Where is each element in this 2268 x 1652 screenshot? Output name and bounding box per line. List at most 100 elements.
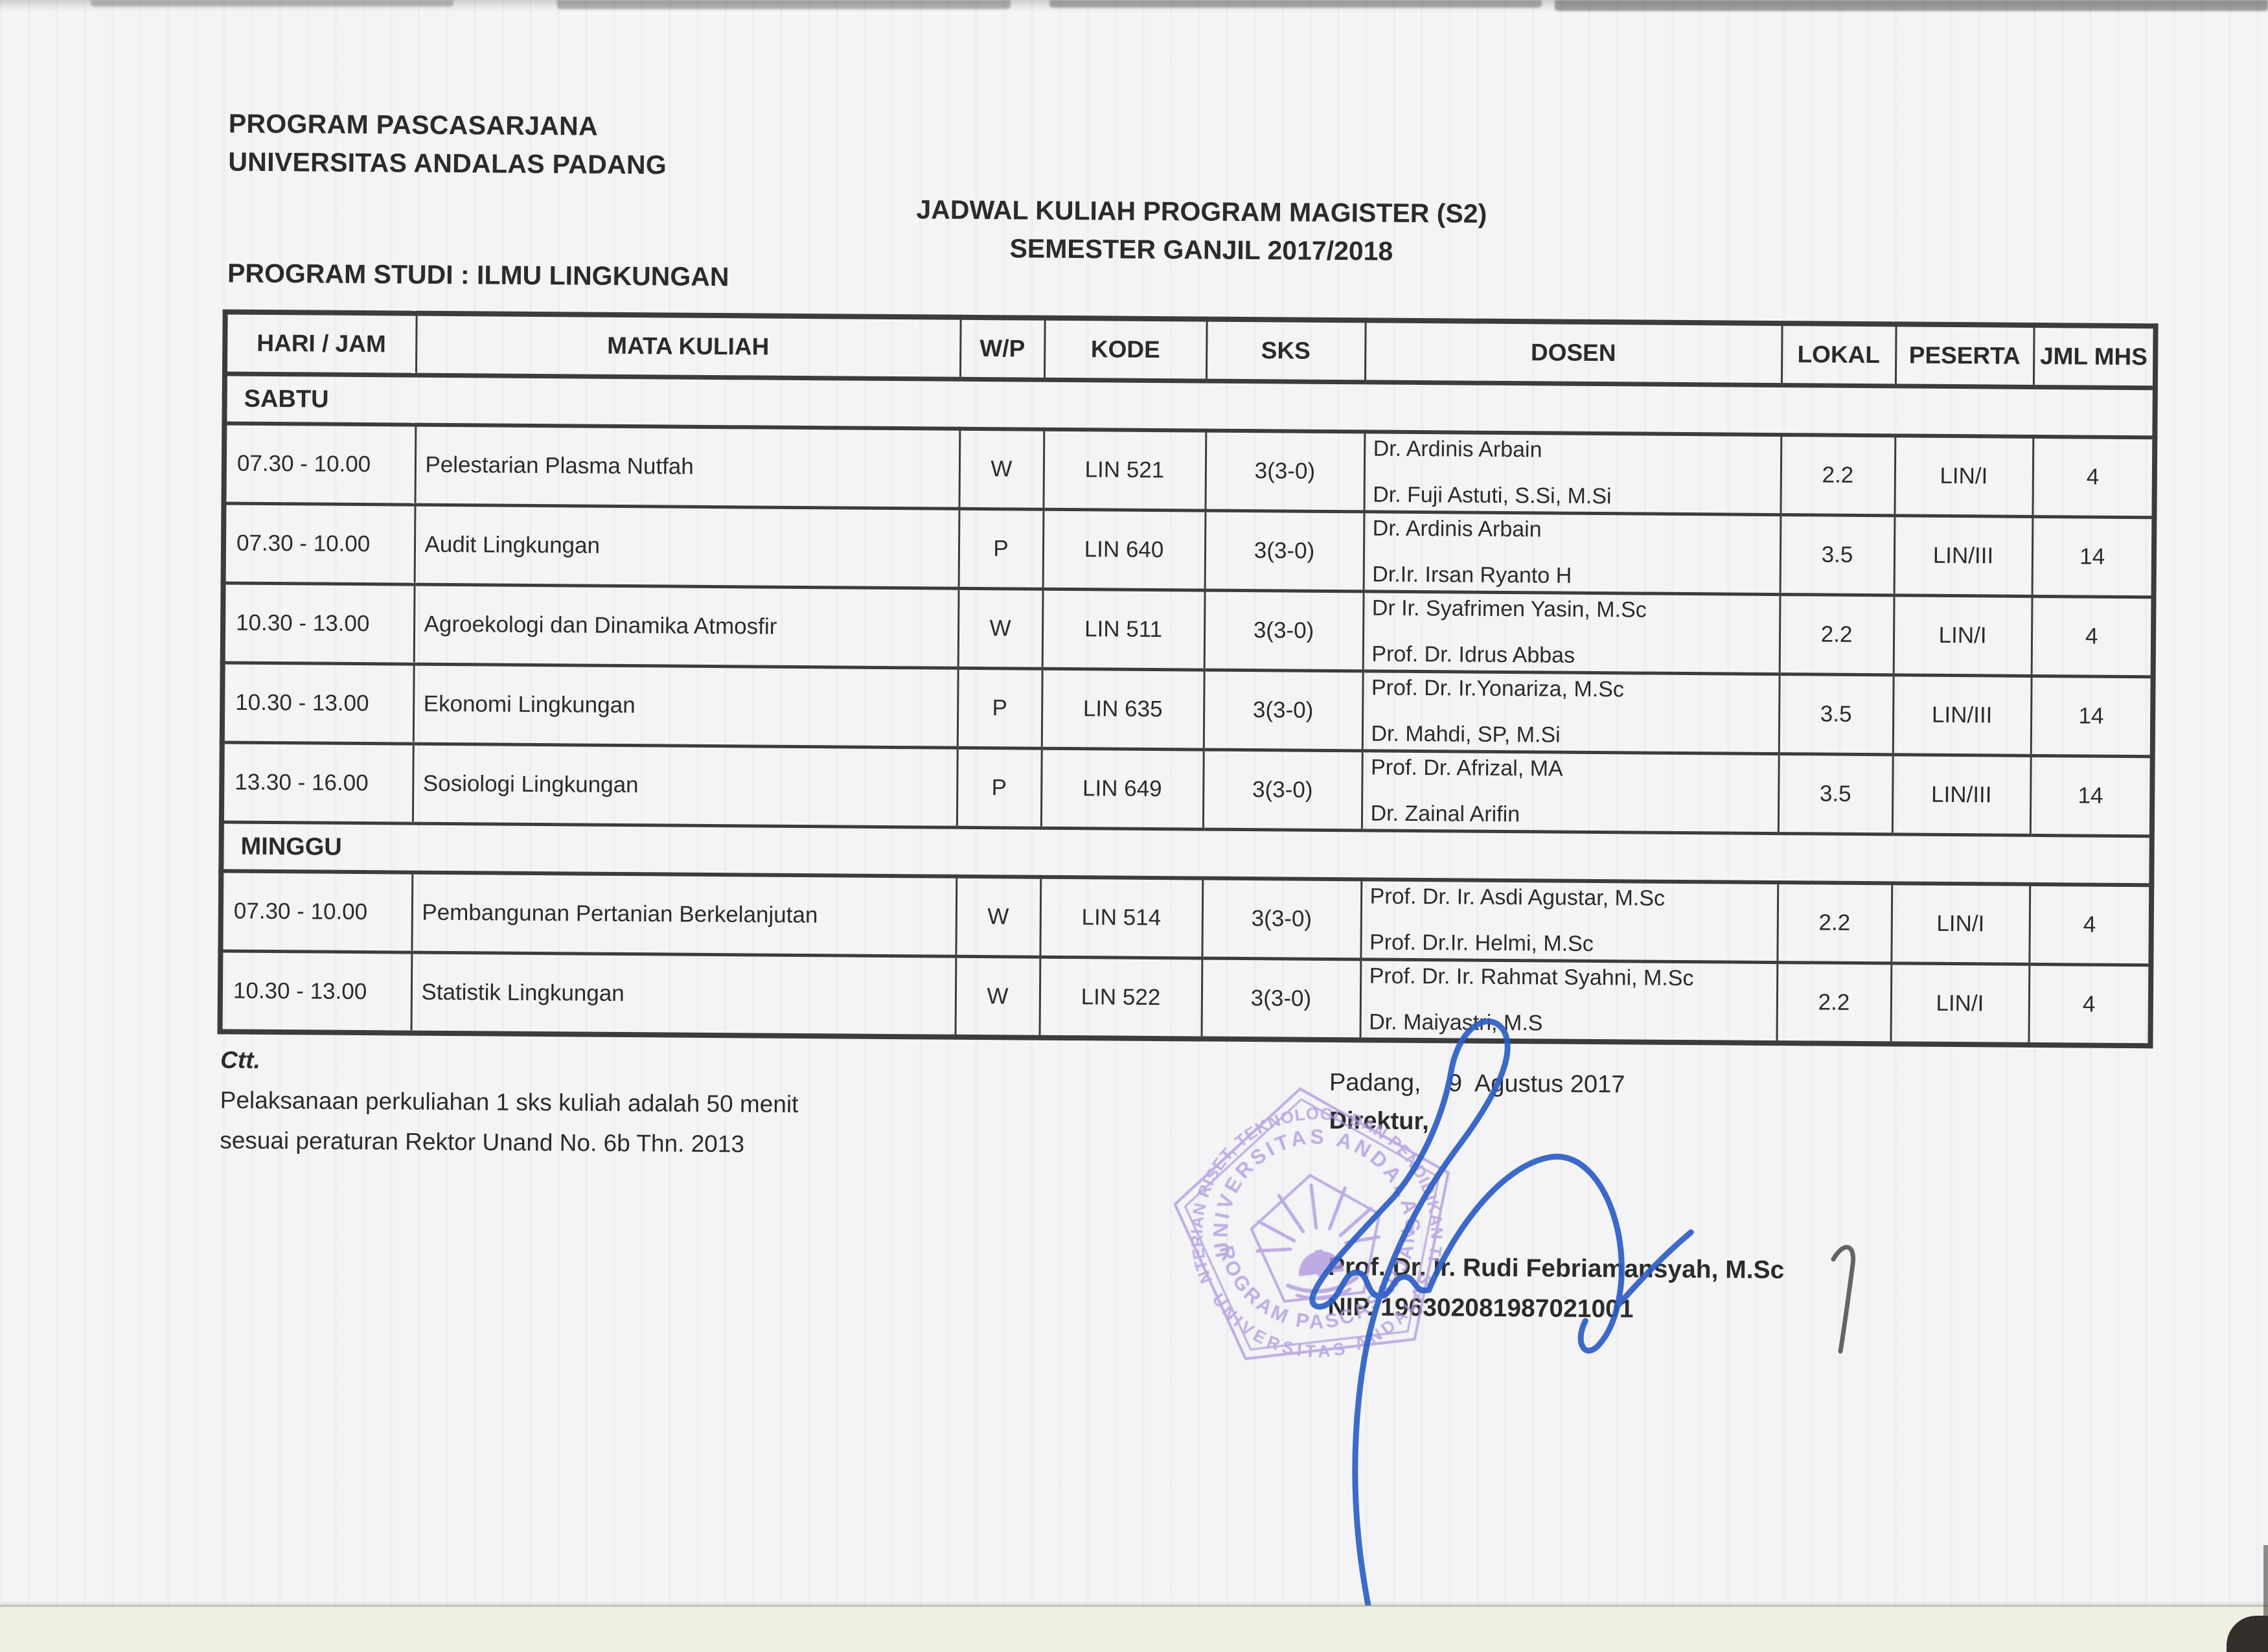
lecturer-name: Dr. Ardinis Arbain: [1373, 436, 1542, 463]
column-header: HARI / JAM: [224, 312, 417, 376]
cell-lokal: 2.2: [1779, 594, 1894, 675]
lecturer-name: Dr. Ardinis Arbain: [1372, 516, 1542, 542]
cell-peserta: LIN/I: [1891, 883, 2030, 965]
cell-peserta: LIN/I: [1894, 435, 2033, 517]
stamp-arc-bottom-inner: PROGRAM PASCASARJANA: [1147, 1059, 1430, 1351]
schedule-row: 07.30 - 10.00 Pembangunan Pertanian Berke…: [220, 871, 2152, 965]
cell-mk: Agroekologi dan Dinamika Atmosfir: [413, 584, 959, 669]
cell-wp: W: [959, 428, 1044, 510]
cell-dosen: Prof. Dr. Ir. Rahmat Syahni, M.Sc Dr. Mai…: [1360, 959, 1778, 1044]
cell-kode: LIN 649: [1040, 748, 1204, 830]
stamp-emblem-shield: [1250, 1174, 1381, 1303]
official-stamp-icon: KEMENTERIAN RISET, TEKNOLOGI, DAN PENDID…: [1147, 1059, 1450, 1373]
cell-wp: W: [956, 876, 1041, 958]
lecturer-name: Prof. Dr. Idrus Abbas: [1371, 641, 1575, 668]
cell-sks: 3(3-0): [1203, 670, 1363, 751]
cell-jam: 10.30 - 13.00: [222, 582, 415, 665]
cell-dosen: Prof. Dr. Ir.Yonariza, M.Sc Dr. Mahdi, SP…: [1362, 671, 1780, 754]
org-name-line1: PROGRAM PASCASARJANA: [228, 108, 599, 141]
lecturer-name: Dr. Maiyastri, M.S: [1369, 1009, 1543, 1036]
cell-mk: Sosiologi Lingkungan: [412, 744, 957, 828]
cell-dosen: Dr. Ardinis Arbain Dr. Fuji Astuti, S.Si,…: [1364, 431, 1781, 515]
cell-mk: Statistik Lingkungan: [411, 952, 956, 1037]
cell-lokal: 2.2: [1776, 962, 1892, 1044]
cell-jml: 14: [2030, 676, 2153, 757]
cell-wp: W: [957, 588, 1043, 669]
cell-jml: 4: [2028, 964, 2151, 1046]
note-line1: Pelaksanaan perkuliahan 1 sks kuliah ada…: [220, 1086, 799, 1118]
cell-lokal: 3.5: [1780, 514, 1895, 595]
cell-mk: Pembangunan Pertanian Berkelanjutan: [411, 872, 957, 957]
lecturer-name: Dr. Zainal Arifin: [1370, 801, 1520, 827]
cell-jml: 14: [2030, 755, 2153, 836]
lecturer-name: Prof. Dr.Ir. Helmi, M.Sc: [1369, 930, 1594, 956]
cell-jam: 10.30 - 13.00: [222, 662, 414, 744]
cell-lokal: 2.2: [1777, 882, 1892, 963]
cell-sks: 3(3-0): [1204, 511, 1364, 591]
cell-mk: Pelestarian Plasma Nutfah: [415, 424, 960, 509]
cell-dosen: Dr Ir. Syafrimen Yasin, M.Sc Prof. Dr. Id…: [1362, 591, 1780, 674]
cell-jam: 07.30 - 10.00: [223, 503, 415, 585]
lecturer-name: Prof. Dr. Ir. Asdi Agustar, M.Sc: [1369, 884, 1666, 911]
cell-jam: 07.30 - 10.00: [220, 871, 413, 953]
schedule-row: 07.30 - 10.00 Audit Lingkungan P LIN 640 3(3…: [223, 503, 2155, 597]
lecturer-name: Prof. Dr. Ir. Rahmat Syahni, M.Sc: [1369, 963, 1694, 991]
stamp-emblem-rays: [1255, 1183, 1380, 1253]
schedule-row: 07.30 - 10.00 Pelestarian Plasma Nutfah W L…: [223, 423, 2155, 518]
document-title-line2: SEMESTER GANJIL 2017/2018: [1009, 233, 1393, 266]
cell-kode: LIN 522: [1039, 957, 1202, 1039]
column-header: DOSEN: [1364, 320, 1782, 385]
column-header: MATA KULIAH: [415, 313, 961, 380]
note-line2: sesuai peraturan Rektor Unand No. 6b Thn…: [220, 1127, 745, 1158]
cell-peserta: LIN/I: [1893, 595, 2032, 676]
cell-sks: 3(3-0): [1205, 430, 1365, 512]
schedule-row: 10.30 - 13.00 Ekonomi Lingkungan P LIN 635 3…: [222, 662, 2153, 757]
cell-sks: 3(3-0): [1202, 750, 1362, 831]
cell-jam: 07.30 - 10.00: [223, 423, 416, 505]
column-header: SKS: [1206, 319, 1366, 382]
cell-jml: 4: [2032, 436, 2155, 518]
cell-jml: 4: [2031, 596, 2154, 677]
lecturer-name: Dr Ir. Syafrimen Yasin, M.Sc: [1371, 595, 1647, 623]
underlying-page-edge: [0, 1605, 2268, 1652]
cell-jml: 14: [2032, 516, 2155, 597]
schedule-table-body: SABTU 07.30 - 10.00 Pelestarian Plasma Nut…: [220, 373, 2155, 1046]
column-header: KODE: [1044, 317, 1207, 382]
cell-wp: P: [958, 509, 1044, 590]
note-label: Ctt.: [220, 1046, 261, 1073]
lecturer-name: Dr. Fuji Astuti, S.Si, M.Si: [1373, 482, 1612, 509]
pen-flick-mark: [1831, 1245, 1856, 1354]
cell-kode: LIN 635: [1041, 669, 1204, 750]
cell-mk: Audit Lingkungan: [414, 505, 959, 589]
document-title-line1: JADWAL KULIAH PROGRAM MAGISTER (S2): [916, 194, 1487, 229]
schedule-table: HARI / JAM MATA KULIAH W/P KODE SKS DOSEN LOKA…: [217, 309, 2159, 1049]
scan-edge-segment: [1555, 0, 2268, 11]
org-name-line2: UNIVERSITAS ANDALAS PADANG: [228, 146, 667, 180]
schedule-row: 13.30 - 16.00 Sosiologi Lingkungan P LIN 64…: [221, 742, 2153, 836]
cell-jml: 4: [2029, 884, 2152, 965]
cell-mk: Ekonomi Lingkungan: [413, 664, 958, 748]
cell-lokal: 3.5: [1778, 674, 1894, 755]
scan-edge-segment: [557, 0, 1011, 9]
lecturer-name: Dr.Ir. Irsan Ryanto H: [1372, 562, 1572, 588]
cell-peserta: LIN/III: [1892, 674, 2032, 756]
cell-kode: LIN 511: [1042, 589, 1205, 671]
cell-wp: P: [956, 748, 1042, 829]
program-studi-line: PROGRAM STUDI : ILMU LINGKUNGAN: [227, 258, 729, 292]
cell-kode: LIN 521: [1043, 429, 1206, 511]
cell-kode: LIN 514: [1040, 877, 1203, 959]
cell-peserta: LIN/III: [1894, 515, 2033, 597]
cell-peserta: LIN/III: [1892, 754, 2031, 836]
column-header: PESERTA: [1895, 324, 2034, 387]
cell-dosen: Prof. Dr. Afrizal, MA Dr. Zainal Arifin: [1361, 750, 1779, 834]
lecturer-name: Prof. Dr. Afrizal, MA: [1370, 755, 1563, 781]
cell-lokal: 3.5: [1778, 753, 1893, 834]
cell-sks: 3(3-0): [1201, 958, 1361, 1040]
cell-lokal: 2.2: [1780, 435, 1896, 516]
column-header: W/P: [959, 317, 1045, 380]
schedule-row: 10.30 - 13.00 Statistik Lingkungan W LIN 52…: [220, 950, 2151, 1046]
column-header: LOKAL: [1781, 323, 1896, 386]
cell-sks: 3(3-0): [1204, 590, 1364, 671]
